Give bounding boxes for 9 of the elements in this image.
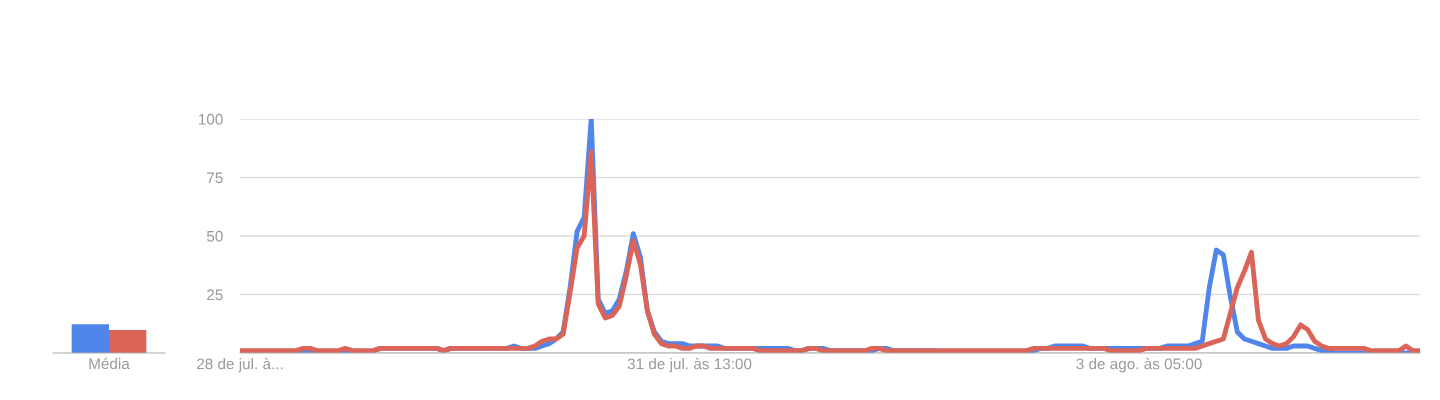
line-series bbox=[240, 149, 1420, 353]
y-tick-label: 75 bbox=[207, 172, 223, 184]
x-tick-label: 31 de jul. às 13:00 bbox=[627, 357, 752, 373]
x-tick-label: 28 de jul. à... bbox=[197, 357, 283, 373]
x-tick-label: 3 de ago. às 05:00 bbox=[1076, 357, 1202, 373]
y-tick-label: 100 bbox=[199, 113, 223, 125]
y-tick-label: 50 bbox=[206, 230, 223, 242]
y-tick-label: 25 bbox=[207, 289, 223, 301]
x-tick-label: Média bbox=[89, 357, 130, 370]
